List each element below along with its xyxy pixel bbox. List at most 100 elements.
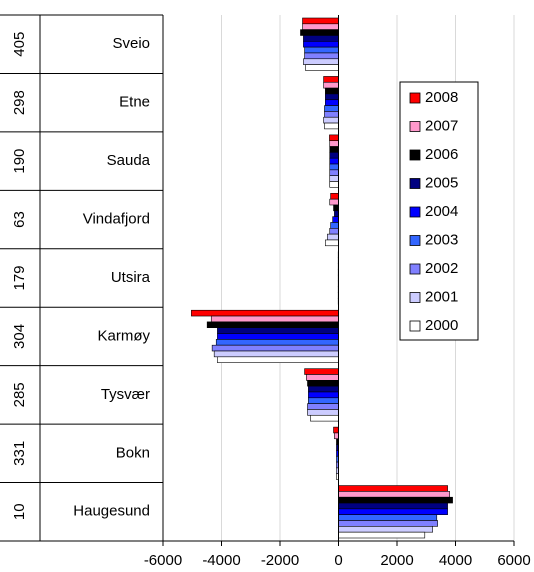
bar xyxy=(338,485,448,492)
legend-swatch xyxy=(409,178,421,189)
x-tick-label: -6000 xyxy=(144,552,182,569)
category-label: Etne xyxy=(119,94,150,111)
bar xyxy=(302,17,339,25)
legend-swatch xyxy=(409,292,421,303)
bar xyxy=(324,111,339,118)
bar xyxy=(338,520,438,527)
legend-swatch xyxy=(409,92,421,104)
bar xyxy=(329,227,339,235)
category-label: Sauda xyxy=(107,152,151,169)
bar xyxy=(213,350,339,358)
bar xyxy=(310,414,339,422)
bar xyxy=(333,204,339,212)
bar xyxy=(329,134,339,142)
bar xyxy=(307,409,339,416)
bar xyxy=(334,432,339,440)
bar xyxy=(304,46,339,54)
bar xyxy=(329,163,339,171)
bar xyxy=(338,502,448,510)
category-label: Tysvær xyxy=(101,386,150,403)
legend-label: 2003 xyxy=(425,231,458,248)
bar xyxy=(327,233,339,241)
category-code: 298 xyxy=(11,90,28,115)
bar xyxy=(338,514,438,521)
category-code: 285 xyxy=(11,382,28,407)
bar xyxy=(323,81,339,89)
bar xyxy=(324,122,339,130)
bar xyxy=(329,146,339,153)
legend-label: 2000 xyxy=(425,317,458,334)
category-code: 331 xyxy=(11,441,28,466)
legend-swatch xyxy=(409,121,421,132)
bar xyxy=(323,116,339,124)
bar xyxy=(329,152,339,159)
category-label: Vindafjord xyxy=(83,211,150,228)
category-code: 179 xyxy=(11,265,28,290)
bar xyxy=(325,99,339,106)
bar xyxy=(324,105,339,112)
category-code: 190 xyxy=(11,149,28,174)
bar xyxy=(338,508,448,515)
bar xyxy=(338,531,426,539)
bar xyxy=(303,58,339,65)
bar xyxy=(300,29,339,36)
legend-label: 2008 xyxy=(425,89,458,106)
bar xyxy=(323,76,339,83)
bar xyxy=(307,403,339,410)
bar xyxy=(325,93,339,101)
bar xyxy=(329,140,339,147)
bar xyxy=(303,35,339,42)
x-tick-label: 4000 xyxy=(439,552,472,569)
bar xyxy=(215,339,339,346)
x-tick-label: 0 xyxy=(334,552,342,569)
bar xyxy=(329,181,339,188)
x-tick-label: 2000 xyxy=(380,552,413,569)
category-label: Haugesund xyxy=(73,503,150,520)
bar xyxy=(217,327,339,334)
legend-swatch xyxy=(409,235,421,246)
bar xyxy=(329,169,339,176)
legend-label: 2002 xyxy=(425,260,458,277)
bar xyxy=(334,210,339,217)
bar xyxy=(329,157,339,165)
bar xyxy=(303,41,339,48)
legend-swatch xyxy=(409,149,421,161)
bar xyxy=(325,87,339,95)
bar xyxy=(206,321,339,329)
x-tick-label: -2000 xyxy=(261,552,299,569)
bar xyxy=(338,526,433,533)
category-label: Bokn xyxy=(116,444,150,461)
bar xyxy=(330,222,339,229)
bar xyxy=(338,496,453,504)
bar xyxy=(307,380,339,387)
category-code: 304 xyxy=(11,324,28,349)
category-label: Utsira xyxy=(111,269,151,286)
bar xyxy=(308,391,339,399)
legend-label: 2004 xyxy=(425,203,458,220)
bar xyxy=(308,397,339,404)
bar xyxy=(329,175,339,182)
legend-label: 2006 xyxy=(425,146,458,163)
category-label: Sveio xyxy=(112,35,150,52)
bar xyxy=(191,309,339,317)
x-tick-label: -4000 xyxy=(202,552,240,569)
category-code: 10 xyxy=(11,503,28,520)
bar xyxy=(211,344,339,352)
category-label: Karmøy xyxy=(98,327,151,344)
category-code: 63 xyxy=(11,211,28,228)
legend-label: 2007 xyxy=(425,117,458,134)
legend-swatch xyxy=(409,263,421,275)
bar xyxy=(210,315,339,323)
bar xyxy=(329,198,339,206)
bar xyxy=(217,333,339,340)
legend-swatch xyxy=(409,206,421,218)
bar xyxy=(217,356,339,363)
x-tick-label: 6000 xyxy=(497,552,530,569)
bar xyxy=(332,216,339,223)
bar xyxy=(308,385,339,393)
bar xyxy=(338,491,450,498)
bar xyxy=(305,64,339,71)
bar xyxy=(306,374,339,381)
bar xyxy=(304,52,339,60)
